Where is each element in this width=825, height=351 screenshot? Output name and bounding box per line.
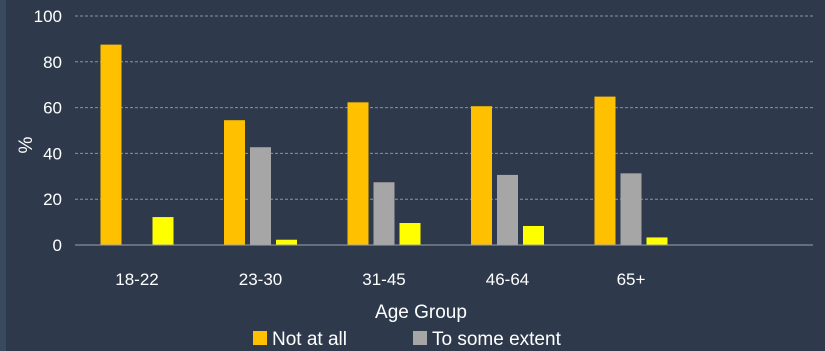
bar-to-some-extent-46-64 [497,174,518,245]
bar-to-some-extent-31-45 [373,182,395,245]
bar-not-at-all-23-30 [224,120,245,245]
gridlines [75,15,813,200]
bar-to-some-extent-65+ [620,173,642,245]
y-tick-label: 60 [43,99,62,118]
legend-entry: To some extent [432,329,562,350]
x-tick-label: 65+ [617,270,646,289]
left-edge-strip [0,0,6,351]
legend-swatch [253,331,267,345]
bar-series-3-23-30 [276,239,297,245]
x-tick-label: 18-22 [115,270,158,289]
x-tick-label: 31-45 [362,270,405,289]
y-tick-label: 20 [43,190,62,209]
bar-not-at-all-18-22 [100,44,122,245]
legend-entry: Not at all [272,329,347,350]
y-tick-label: 0 [53,236,62,255]
y-tick-label: 100 [34,7,62,26]
x-tick-labels: 18-22 23-30 31-45 46-64 65+ [115,270,645,289]
bar-series-3-18-22 [152,217,174,245]
bar-series-3-31-45 [399,223,421,245]
legend: Not at all To some extent [253,329,562,350]
x-tick-label: 46-64 [486,270,529,289]
bar-not-at-all-31-45 [347,102,369,245]
y-tick-label: 80 [43,53,62,72]
bar-to-some-extent-23-30 [250,147,271,245]
bar-not-at-all-46-64 [471,106,492,245]
bar-series-3-65+ [646,237,668,245]
y-axis-label: % [16,136,37,153]
x-axis-label: Age Group [375,302,467,323]
bar-series-3-46-64 [523,225,544,245]
legend-swatch [413,331,427,345]
y-tick-label: 40 [43,144,62,163]
bars [100,44,668,245]
y-tick-labels: 0 20 40 60 80 100 [34,7,62,255]
bar-not-at-all-65+ [594,96,616,245]
x-tick-label: 23-30 [239,270,282,289]
